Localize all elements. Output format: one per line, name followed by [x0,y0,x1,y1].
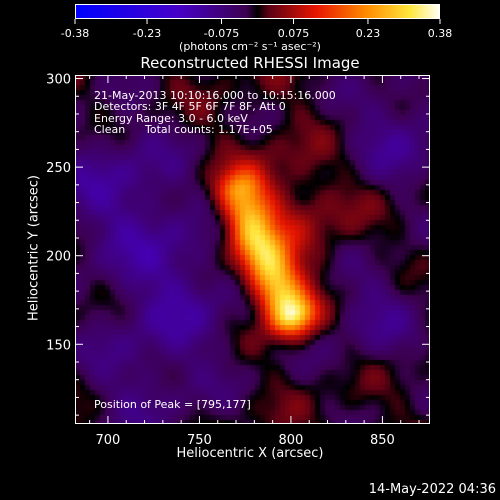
peak-position-label: Position of Peak = [795,177] [94,398,251,411]
colorbar-tick-label: -0.38 [60,27,90,40]
rhessi-image [75,75,430,424]
y-tick-label: 250 [46,161,71,176]
colorbar [75,4,440,19]
colorbar-tick-label: 0.23 [355,27,381,40]
x-axis-label: Heliocentric X (arcsec) [176,446,324,461]
colorbar-units: (photons cm⁻² s⁻¹ asec⁻²) [179,40,321,53]
plot-title: Reconstructed RHESSI Image [140,54,360,72]
time-range-label: 21-May-2013 10:10:16.000 to 10:15:16.000 [94,89,336,102]
colorbar-tick-label: 0.38 [427,27,453,40]
y-axis-label: Heliocentric Y (arcsec) [26,175,42,321]
y-tick-label: 200 [46,250,71,265]
colorbar-tick-label: -0.075 [203,27,240,40]
timestamp: 14-May-2022 04:36 [368,482,496,497]
y-tick-label: 150 [46,338,71,353]
y-tick-label: 300 [46,73,71,88]
energy-range-label: Energy Range: 3.0 - 6.0 keV [94,112,248,125]
total-counts-label: Total counts: 1.17E+05 [145,123,273,136]
clean-label: Clean [94,123,126,136]
detectors-label: Detectors: 3F 4F 5F 6F 7F 8F, Att 0 [94,100,286,113]
colorbar-tick-label: -0.23 [132,27,162,40]
colorbar-tick-label: 0.075 [277,27,310,40]
